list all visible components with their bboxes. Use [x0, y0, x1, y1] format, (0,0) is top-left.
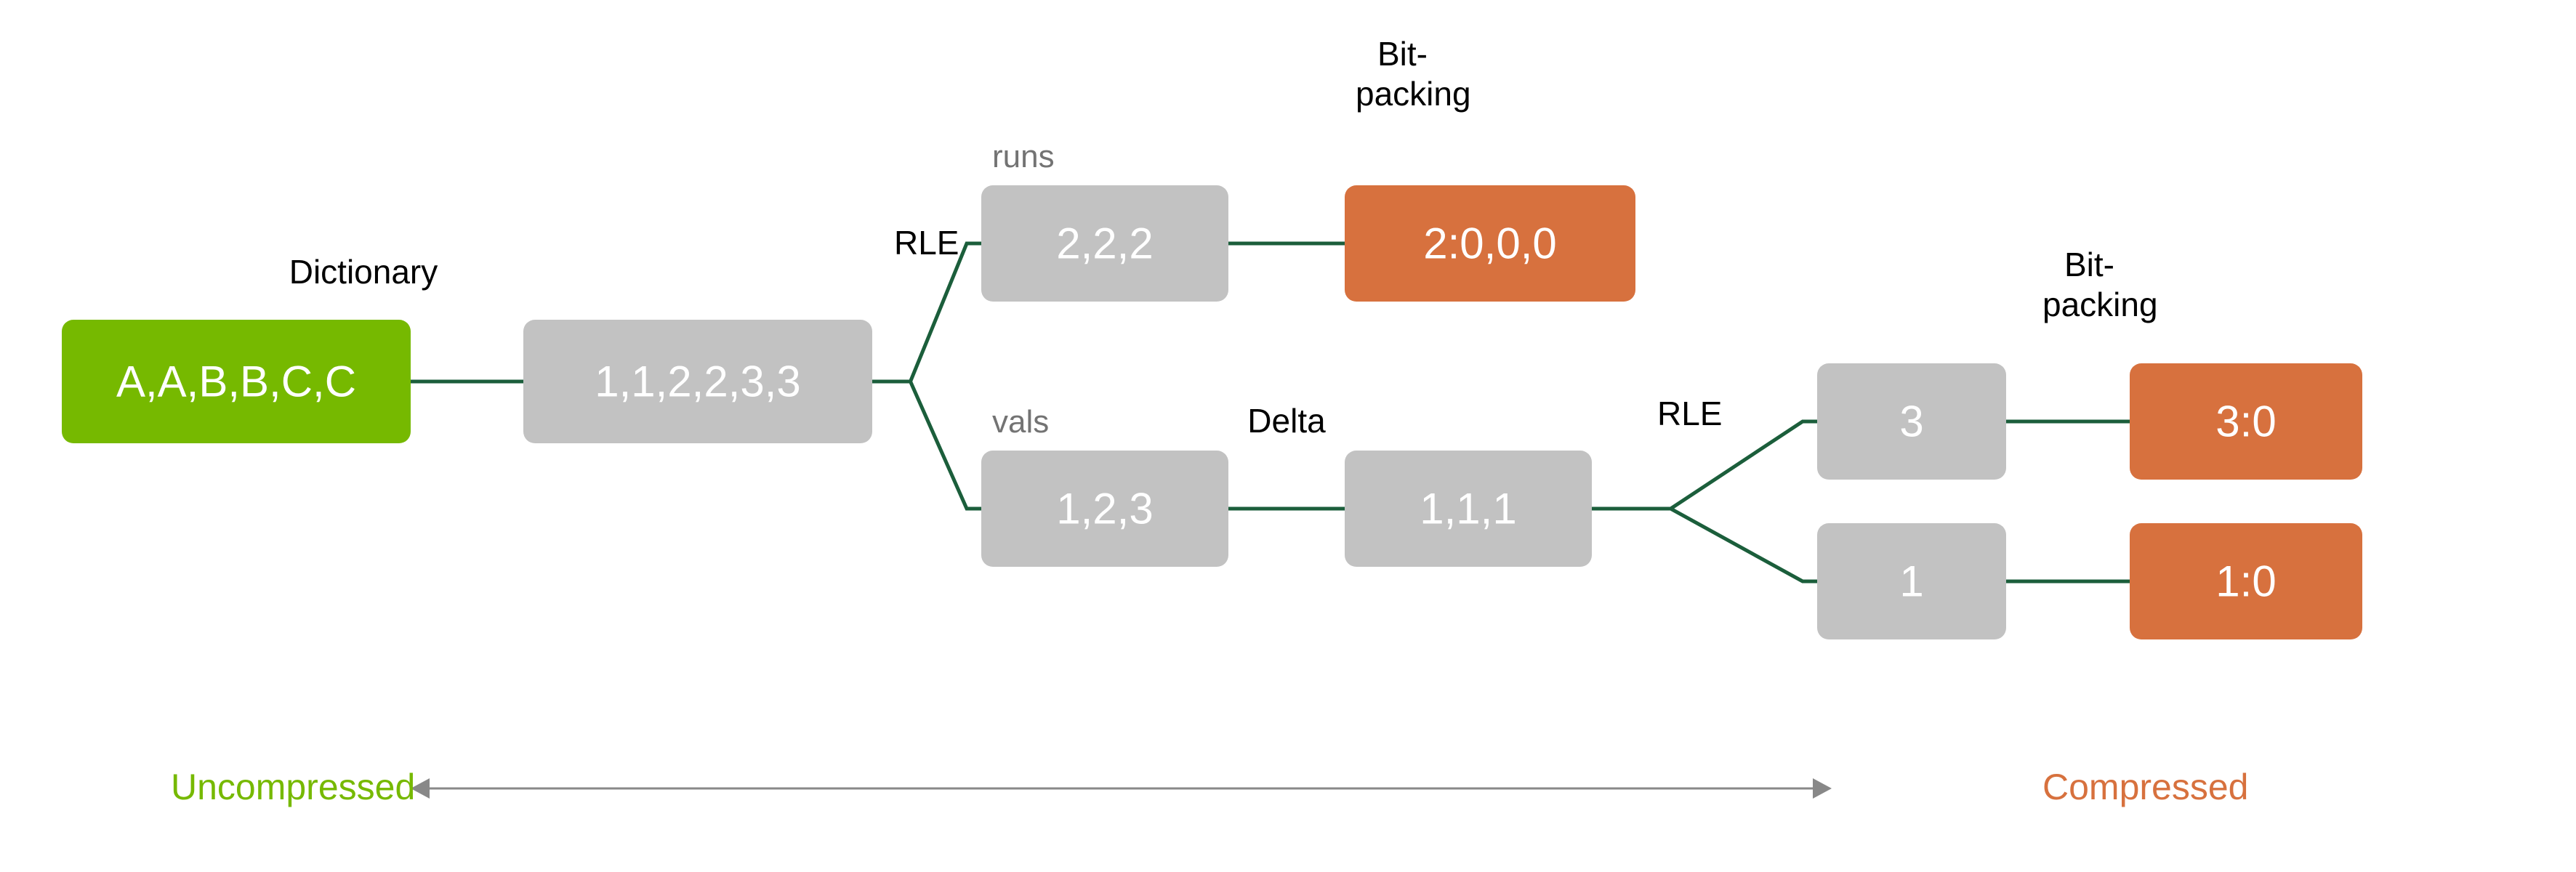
node-vals-text: 1,2,3: [1056, 485, 1153, 533]
label-6: Bit-: [1377, 35, 1428, 73]
legend-left-text: Uncompressed: [171, 767, 415, 807]
node-delta: 1,1,1: [1345, 451, 1592, 567]
edge-delta-rle3: [1592, 421, 1817, 509]
node-bp1: 2:0,0,0: [1345, 185, 1635, 302]
edge-dict-vals: [872, 382, 981, 509]
node-rle3-text: 3: [1899, 397, 1923, 446]
label-0: Dictionary: [289, 253, 438, 291]
label-1: RLE: [894, 224, 959, 262]
label-7: packing: [1356, 75, 1471, 113]
label-2: runs: [992, 139, 1055, 174]
label-9: packing: [2042, 286, 2158, 323]
node-vals: 1,2,3: [981, 451, 1228, 567]
legend-arrow-right: [1813, 778, 1832, 799]
edge-delta-rle1: [1592, 509, 1817, 581]
node-runs: 2,2,2: [981, 185, 1228, 302]
node-rle3: 3: [1817, 363, 2006, 480]
node-dict: 1,1,2,2,3,3: [523, 320, 872, 443]
node-src-text: A,A,B,B,C,C: [116, 358, 356, 406]
node-dict-text: 1,1,2,2,3,3: [595, 358, 801, 406]
node-bp1-text: 2:0,0,0: [1423, 219, 1557, 268]
edge-dict-runs: [872, 243, 981, 382]
node-bp4-text: 1:0: [2215, 557, 2276, 606]
node-rle1: 1: [1817, 523, 2006, 639]
legend-right-text: Compressed: [2042, 767, 2248, 807]
node-runs-text: 2,2,2: [1056, 219, 1153, 268]
node-bp3-text: 3:0: [2215, 397, 2276, 446]
label-5: RLE: [1657, 395, 1722, 432]
node-src: A,A,B,B,C,C: [62, 320, 411, 443]
node-bp4: 1:0: [2130, 523, 2362, 639]
legend: Uncompressed Compressed: [171, 767, 2248, 807]
label-4: Delta: [1247, 402, 1326, 440]
node-bp3: 3:0: [2130, 363, 2362, 480]
label-3: vals: [992, 404, 1049, 440]
node-delta-text: 1,1,1: [1420, 485, 1516, 533]
compression-flow-diagram: A,A,B,B,C,C 1,1,2,2,3,3 2,2,2 2:0,0,0 1,2,3 1…: [0, 0, 2576, 872]
label-8: Bit-: [2064, 246, 2114, 283]
node-rle1-text: 1: [1899, 557, 1923, 606]
